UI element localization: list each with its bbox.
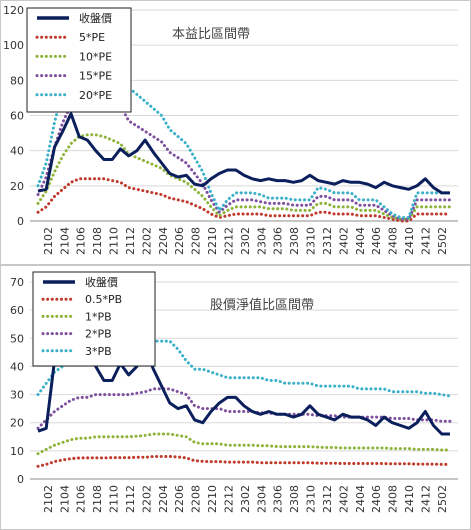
x-tick-label: 2212 <box>222 485 235 513</box>
y-tick-label: 40 <box>10 145 24 158</box>
x-tick-label: 2112 <box>124 227 137 255</box>
x-tick-label: 2104 <box>58 227 71 255</box>
y-tick-label: 70 <box>10 276 24 289</box>
legend-label: 2*PB <box>85 328 112 341</box>
x-tick-label: 2310 <box>305 227 318 255</box>
x-tick-label: 2412 <box>419 227 432 255</box>
x-tick-label: 2212 <box>222 227 235 255</box>
x-tick-label: 2110 <box>108 485 121 513</box>
x-tick-label: 2306 <box>272 485 285 513</box>
x-tick-label: 2206 <box>173 227 186 255</box>
y-tick-label: 60 <box>10 110 24 123</box>
y-tick-label: 100 <box>3 39 24 52</box>
x-tick-label: 2304 <box>255 485 268 513</box>
x-tick-label: 2302 <box>239 485 252 513</box>
x-tick-label: 2502 <box>436 485 449 513</box>
x-tick-label: 2202 <box>140 485 153 513</box>
x-tick-label: 2106 <box>75 485 88 513</box>
x-tick-label: 2402 <box>337 227 350 255</box>
y-tick-label: 30 <box>10 389 24 402</box>
legend: 收盤價 5*PE 10*PE 15*PE 20*PE <box>26 7 132 113</box>
x-tick-label: 2210 <box>206 485 219 513</box>
y-tick-label: 0 <box>17 215 24 228</box>
x-tick-label: 2102 <box>42 227 55 255</box>
legend-label: 20*PE <box>79 89 112 102</box>
legend-label: 15*PE <box>79 70 112 83</box>
y-tick-label: 120 <box>3 4 24 17</box>
x-tick-label: 2308 <box>288 485 301 513</box>
x-tick-label: 2410 <box>403 227 416 255</box>
x-tick-label: 2302 <box>239 227 252 255</box>
x-tick-label: 2406 <box>370 227 383 255</box>
x-tick-label: 2102 <box>42 485 55 513</box>
y-tick-label: 20 <box>10 417 24 430</box>
series-line-0 <box>37 112 450 195</box>
x-tick-label: 2404 <box>354 227 367 255</box>
x-tick-label: 2412 <box>419 485 432 513</box>
x-tick-label: 2408 <box>387 485 400 513</box>
series-line-1 <box>36 177 452 223</box>
x-tick-label: 2204 <box>157 227 170 255</box>
x-tick-label: 2402 <box>337 485 350 513</box>
x-tick-label: 2108 <box>91 227 104 255</box>
y-tick-label: 80 <box>10 74 24 87</box>
x-tick-label: 2112 <box>124 485 137 513</box>
x-tick-label: 2410 <box>403 485 416 513</box>
x-tick-label: 2502 <box>436 227 449 255</box>
x-tick-label: 2110 <box>108 227 121 255</box>
series-line-1 <box>36 455 452 468</box>
series-line-2 <box>36 432 452 456</box>
x-tick-label: 2404 <box>354 485 367 513</box>
pb-band-chart: 0 10 20 30 40 50 60 70 2102 2104 2106 2108 2110 2112… <box>0 265 471 530</box>
x-tick-label: 2310 <box>305 485 318 513</box>
x-tick-label: 2306 <box>272 227 285 255</box>
x-tick-label: 2202 <box>140 227 153 255</box>
series-line-0 <box>37 305 450 436</box>
y-tick-label: 40 <box>10 360 24 373</box>
x-tick-label: 2210 <box>206 227 219 255</box>
x-tick-label: 2406 <box>370 485 383 513</box>
y-tick-label: 0 <box>17 473 24 486</box>
x-tick-label: 2208 <box>190 485 203 513</box>
x-tick-label: 2304 <box>255 227 268 255</box>
legend-label: 3*PB <box>85 345 112 358</box>
y-tick-label: 50 <box>10 332 24 345</box>
x-tick-label: 2206 <box>173 485 186 513</box>
series-line-3 <box>36 387 452 430</box>
legend-label: 收盤價 <box>85 275 118 289</box>
series-line-4 <box>36 339 452 398</box>
x-tick-label: 2308 <box>288 227 301 255</box>
x-tick-label: 2208 <box>190 227 203 255</box>
x-tick-label: 2204 <box>157 485 170 513</box>
legend-label: 5*PE <box>79 31 105 44</box>
x-tick-label: 2408 <box>387 227 400 255</box>
y-tick-label: 10 <box>10 445 24 458</box>
chart-title: 本益比區間帶 <box>172 27 250 42</box>
legend: 收盤價 0.5*PB 1*PB 2*PB 3*PB <box>32 271 156 367</box>
x-tick-label: 2312 <box>321 227 334 255</box>
x-tick-label: 2312 <box>321 485 334 513</box>
x-tick-label: 2104 <box>58 485 71 513</box>
legend-label: 10*PE <box>79 50 112 63</box>
legend-label: 0.5*PB <box>85 293 122 306</box>
x-tick-label: 2106 <box>75 227 88 255</box>
x-tick-label: 2108 <box>91 485 104 513</box>
legend-label: 1*PB <box>85 310 112 323</box>
chart-title: 股價淨值比區間帶 <box>210 297 314 313</box>
legend-label: 收盤價 <box>79 11 112 25</box>
y-tick-label: 20 <box>10 180 24 193</box>
pe-band-chart: 0 20 40 60 80 100 120 2102 2104 2106 2108 2110 2112… <box>0 0 471 265</box>
y-tick-label: 60 <box>10 304 24 317</box>
series-line-2 <box>36 133 452 221</box>
legend-box <box>26 7 132 113</box>
